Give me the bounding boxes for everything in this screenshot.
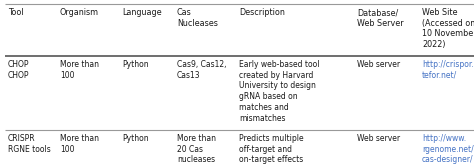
Text: Language: Language: [122, 8, 162, 17]
Text: http://www.
rgenome.net/
cas-designer/: http://www. rgenome.net/ cas-designer/: [422, 134, 474, 164]
Text: Python: Python: [122, 134, 149, 143]
Text: Predicts multiple
off-target and
on-target effects
based on the
Cas-OFFinder mod: Predicts multiple off-target and on-targ…: [239, 134, 316, 164]
Text: Early web-based tool
created by Harvard
University to design
gRNA based on
match: Early web-based tool created by Harvard …: [239, 60, 319, 123]
Text: More than
100: More than 100: [60, 134, 99, 154]
Text: Cas
Nucleases: Cas Nucleases: [177, 8, 218, 28]
Text: CRISPR
RGNE tools: CRISPR RGNE tools: [8, 134, 51, 154]
Text: More than
20 Cas
nucleases: More than 20 Cas nucleases: [177, 134, 216, 164]
Text: Web server: Web server: [357, 134, 400, 143]
Text: More than
100: More than 100: [60, 60, 99, 80]
Text: Database/
Web Server: Database/ Web Server: [357, 8, 404, 28]
Text: Cas9, Cas12,
Cas13: Cas9, Cas12, Cas13: [177, 60, 227, 80]
Text: Organism: Organism: [60, 8, 99, 17]
Text: Python: Python: [122, 60, 149, 69]
Text: Web server: Web server: [357, 60, 400, 69]
Text: http://crispor.
tefor.net/: http://crispor. tefor.net/: [422, 60, 474, 80]
Text: Web Site
(Accessed on
10 November
2022): Web Site (Accessed on 10 November 2022): [422, 8, 474, 49]
Text: CHOP
CHOP: CHOP CHOP: [8, 60, 29, 80]
Text: Description: Description: [239, 8, 285, 17]
Text: Tool: Tool: [8, 8, 24, 17]
